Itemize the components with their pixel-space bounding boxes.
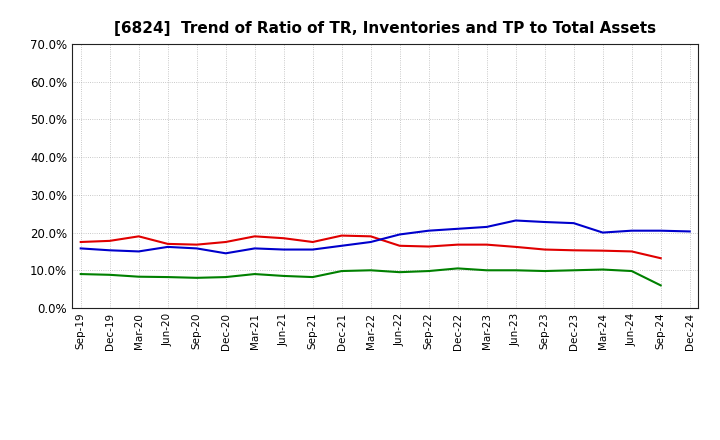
Trade Receivables xyxy=(366,234,375,239)
Inventories xyxy=(454,226,462,231)
Trade Receivables xyxy=(511,244,520,249)
Inventories xyxy=(657,228,665,233)
Trade Receivables xyxy=(279,235,288,241)
Inventories xyxy=(251,246,259,251)
Trade Payables xyxy=(482,268,491,273)
Trade Payables xyxy=(598,267,607,272)
Trade Payables xyxy=(511,268,520,273)
Trade Payables xyxy=(279,273,288,279)
Trade Receivables xyxy=(221,239,230,245)
Inventories xyxy=(338,243,346,249)
Trade Payables xyxy=(657,283,665,288)
Trade Payables xyxy=(135,274,143,279)
Trade Receivables xyxy=(541,247,549,252)
Inventories xyxy=(685,229,694,234)
Trade Receivables xyxy=(105,238,114,243)
Trade Receivables xyxy=(570,248,578,253)
Inventories xyxy=(598,230,607,235)
Trade Payables xyxy=(221,275,230,280)
Trade Receivables xyxy=(627,249,636,254)
Trade Receivables xyxy=(395,243,404,249)
Trade Receivables xyxy=(135,234,143,239)
Inventories xyxy=(192,246,201,251)
Trade Receivables xyxy=(251,234,259,239)
Inventories xyxy=(570,220,578,226)
Trade Payables xyxy=(105,272,114,278)
Inventories xyxy=(511,218,520,223)
Trade Receivables xyxy=(163,241,172,246)
Inventories xyxy=(308,247,317,252)
Trade Receivables xyxy=(598,248,607,253)
Trade Receivables xyxy=(338,233,346,238)
Trade Payables xyxy=(308,275,317,280)
Trade Receivables xyxy=(76,239,85,245)
Trade Receivables xyxy=(482,242,491,247)
Inventories xyxy=(221,251,230,256)
Trade Payables xyxy=(163,275,172,280)
Inventories xyxy=(627,228,636,233)
Trade Payables xyxy=(251,271,259,277)
Inventories xyxy=(541,220,549,225)
Inventories xyxy=(395,232,404,237)
Trade Receivables xyxy=(454,242,462,247)
Inventories xyxy=(105,248,114,253)
Trade Receivables xyxy=(657,256,665,261)
Trade Receivables xyxy=(192,242,201,247)
Inventories xyxy=(135,249,143,254)
Line: Trade Receivables: Trade Receivables xyxy=(81,235,661,258)
Trade Payables xyxy=(454,266,462,271)
Trade Payables xyxy=(541,268,549,274)
Trade Payables xyxy=(424,268,433,274)
Trade Payables xyxy=(395,270,404,275)
Inventories xyxy=(482,224,491,230)
Trade Payables xyxy=(76,271,85,277)
Trade Payables xyxy=(570,268,578,273)
Inventories xyxy=(279,247,288,252)
Line: Inventories: Inventories xyxy=(81,220,690,253)
Trade Payables xyxy=(192,275,201,280)
Trade Receivables xyxy=(424,244,433,249)
Inventories xyxy=(163,244,172,249)
Line: Trade Payables: Trade Payables xyxy=(81,268,661,286)
Title: [6824]  Trend of Ratio of TR, Inventories and TP to Total Assets: [6824] Trend of Ratio of TR, Inventories… xyxy=(114,21,656,36)
Inventories xyxy=(424,228,433,233)
Trade Payables xyxy=(627,268,636,274)
Trade Payables xyxy=(366,268,375,273)
Trade Payables xyxy=(338,268,346,274)
Inventories xyxy=(76,246,85,251)
Inventories xyxy=(366,239,375,245)
Trade Receivables xyxy=(308,239,317,245)
